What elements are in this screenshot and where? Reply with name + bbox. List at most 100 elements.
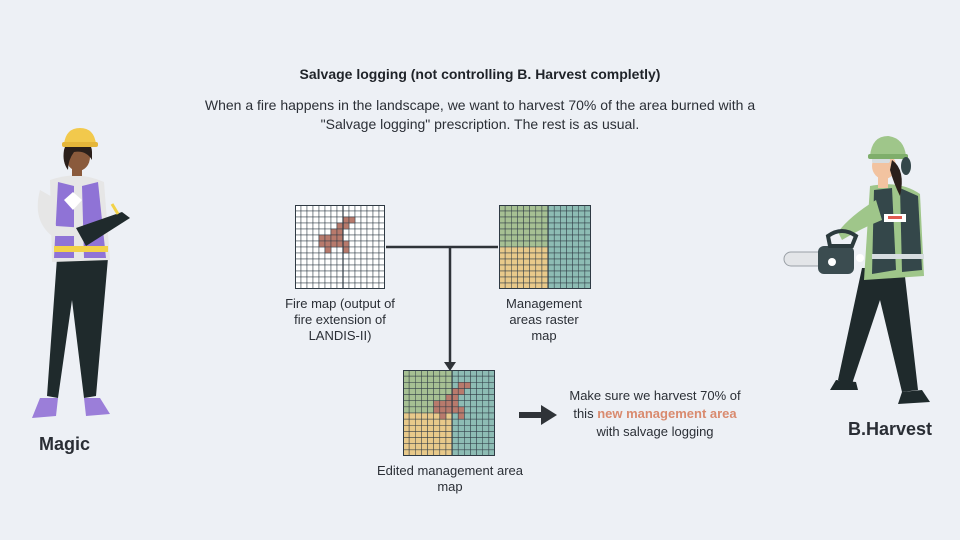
grid-cell — [360, 228, 368, 236]
grid-cell — [517, 270, 524, 278]
grid-cell — [342, 264, 350, 272]
grid-cell — [433, 431, 441, 438]
grid-cell — [318, 276, 326, 284]
grid-cell — [330, 276, 338, 284]
grid-cell — [312, 234, 320, 242]
grid-cell — [535, 246, 543, 254]
grid-cell — [354, 216, 362, 224]
grid-cell — [523, 234, 530, 242]
grid-cell — [324, 264, 332, 272]
grid-cell — [535, 210, 543, 218]
grid-cell — [566, 264, 573, 272]
grid-cell — [535, 216, 543, 224]
grid-cell — [517, 240, 524, 248]
grid-cell — [476, 406, 483, 414]
grid-cell — [360, 276, 368, 284]
grid-cell — [330, 246, 338, 254]
grid-cell — [572, 222, 579, 230]
grid-cell — [451, 443, 459, 451]
grid-cell — [427, 406, 434, 414]
grid-cell — [312, 258, 320, 266]
burned-cell — [451, 388, 459, 395]
burned-cell — [451, 400, 459, 408]
grid-cell — [330, 216, 338, 224]
grid-cell — [553, 234, 561, 242]
grid-cell — [529, 240, 537, 248]
grid-cell — [464, 443, 471, 451]
grid-cell — [433, 382, 441, 389]
grid-cell — [336, 246, 344, 254]
grid-cell — [529, 210, 537, 218]
grid-cell — [566, 228, 573, 236]
grid-cell — [553, 252, 561, 260]
grid-cell — [354, 258, 362, 266]
grid-cell — [547, 222, 555, 230]
grid-cell — [457, 437, 465, 444]
grid-cell — [572, 228, 579, 236]
grid-cell — [470, 437, 477, 444]
grid-cell — [529, 222, 537, 230]
grid-cell — [433, 443, 441, 451]
grid-cell — [476, 394, 483, 401]
grid-cell — [482, 412, 490, 420]
grid-cell — [560, 210, 567, 218]
grid-cell — [433, 437, 441, 444]
grid-cell — [336, 216, 344, 224]
grid-cell — [372, 240, 380, 248]
grid-cell — [306, 234, 314, 242]
grid-cell — [421, 425, 428, 432]
grid-cell — [445, 412, 453, 420]
grid-cell — [541, 246, 549, 254]
grid-cell — [360, 240, 368, 248]
burned-cell — [330, 240, 338, 248]
grid-cell — [511, 222, 518, 230]
grid-cell — [366, 246, 374, 254]
grid-cell — [415, 412, 422, 420]
grid-cell — [535, 234, 543, 242]
grid-cell — [547, 240, 555, 248]
grid-cell — [517, 228, 524, 236]
grid-cell — [566, 240, 573, 248]
grid-cell — [439, 382, 447, 389]
grid-cell — [433, 412, 441, 420]
grid-cell — [566, 252, 573, 260]
grid-cell — [324, 222, 332, 230]
grid-cell — [482, 425, 490, 432]
grid-cell — [354, 234, 362, 242]
grid-cell — [427, 382, 434, 389]
grid-cell — [348, 228, 356, 236]
grid-cell — [578, 210, 586, 218]
grid-cell — [529, 228, 537, 236]
grid-cell — [415, 394, 422, 401]
grid-cell — [336, 252, 344, 260]
grid-cell — [415, 425, 422, 432]
burned-cell — [445, 400, 453, 408]
grid-cell — [517, 264, 524, 272]
grid-cell — [433, 418, 441, 426]
grid-cell — [348, 234, 356, 242]
grid-cell — [457, 418, 465, 426]
grid-cell — [360, 258, 368, 266]
burned-cell — [336, 222, 344, 230]
grid-cell — [476, 443, 483, 451]
grid-cell — [572, 252, 579, 260]
grid-cell — [566, 222, 573, 230]
grid-cell — [306, 228, 314, 236]
grid-cell — [342, 270, 350, 278]
grid-cell — [330, 264, 338, 272]
grid-cell — [560, 270, 567, 278]
grid-cell — [578, 234, 586, 242]
grid-cell — [476, 425, 483, 432]
burned-cell — [439, 412, 447, 420]
grid-cell — [439, 418, 447, 426]
grid-cell — [464, 412, 471, 420]
grid-cell — [354, 246, 362, 254]
burned-cell — [439, 406, 447, 414]
grid-cell — [372, 234, 380, 242]
grid-cell — [517, 216, 524, 224]
grid-cell — [348, 240, 356, 248]
magic-name: Magic — [39, 434, 91, 454]
grid-cell — [312, 240, 320, 248]
grid-cell — [504, 234, 512, 242]
burned-cell — [433, 400, 441, 408]
